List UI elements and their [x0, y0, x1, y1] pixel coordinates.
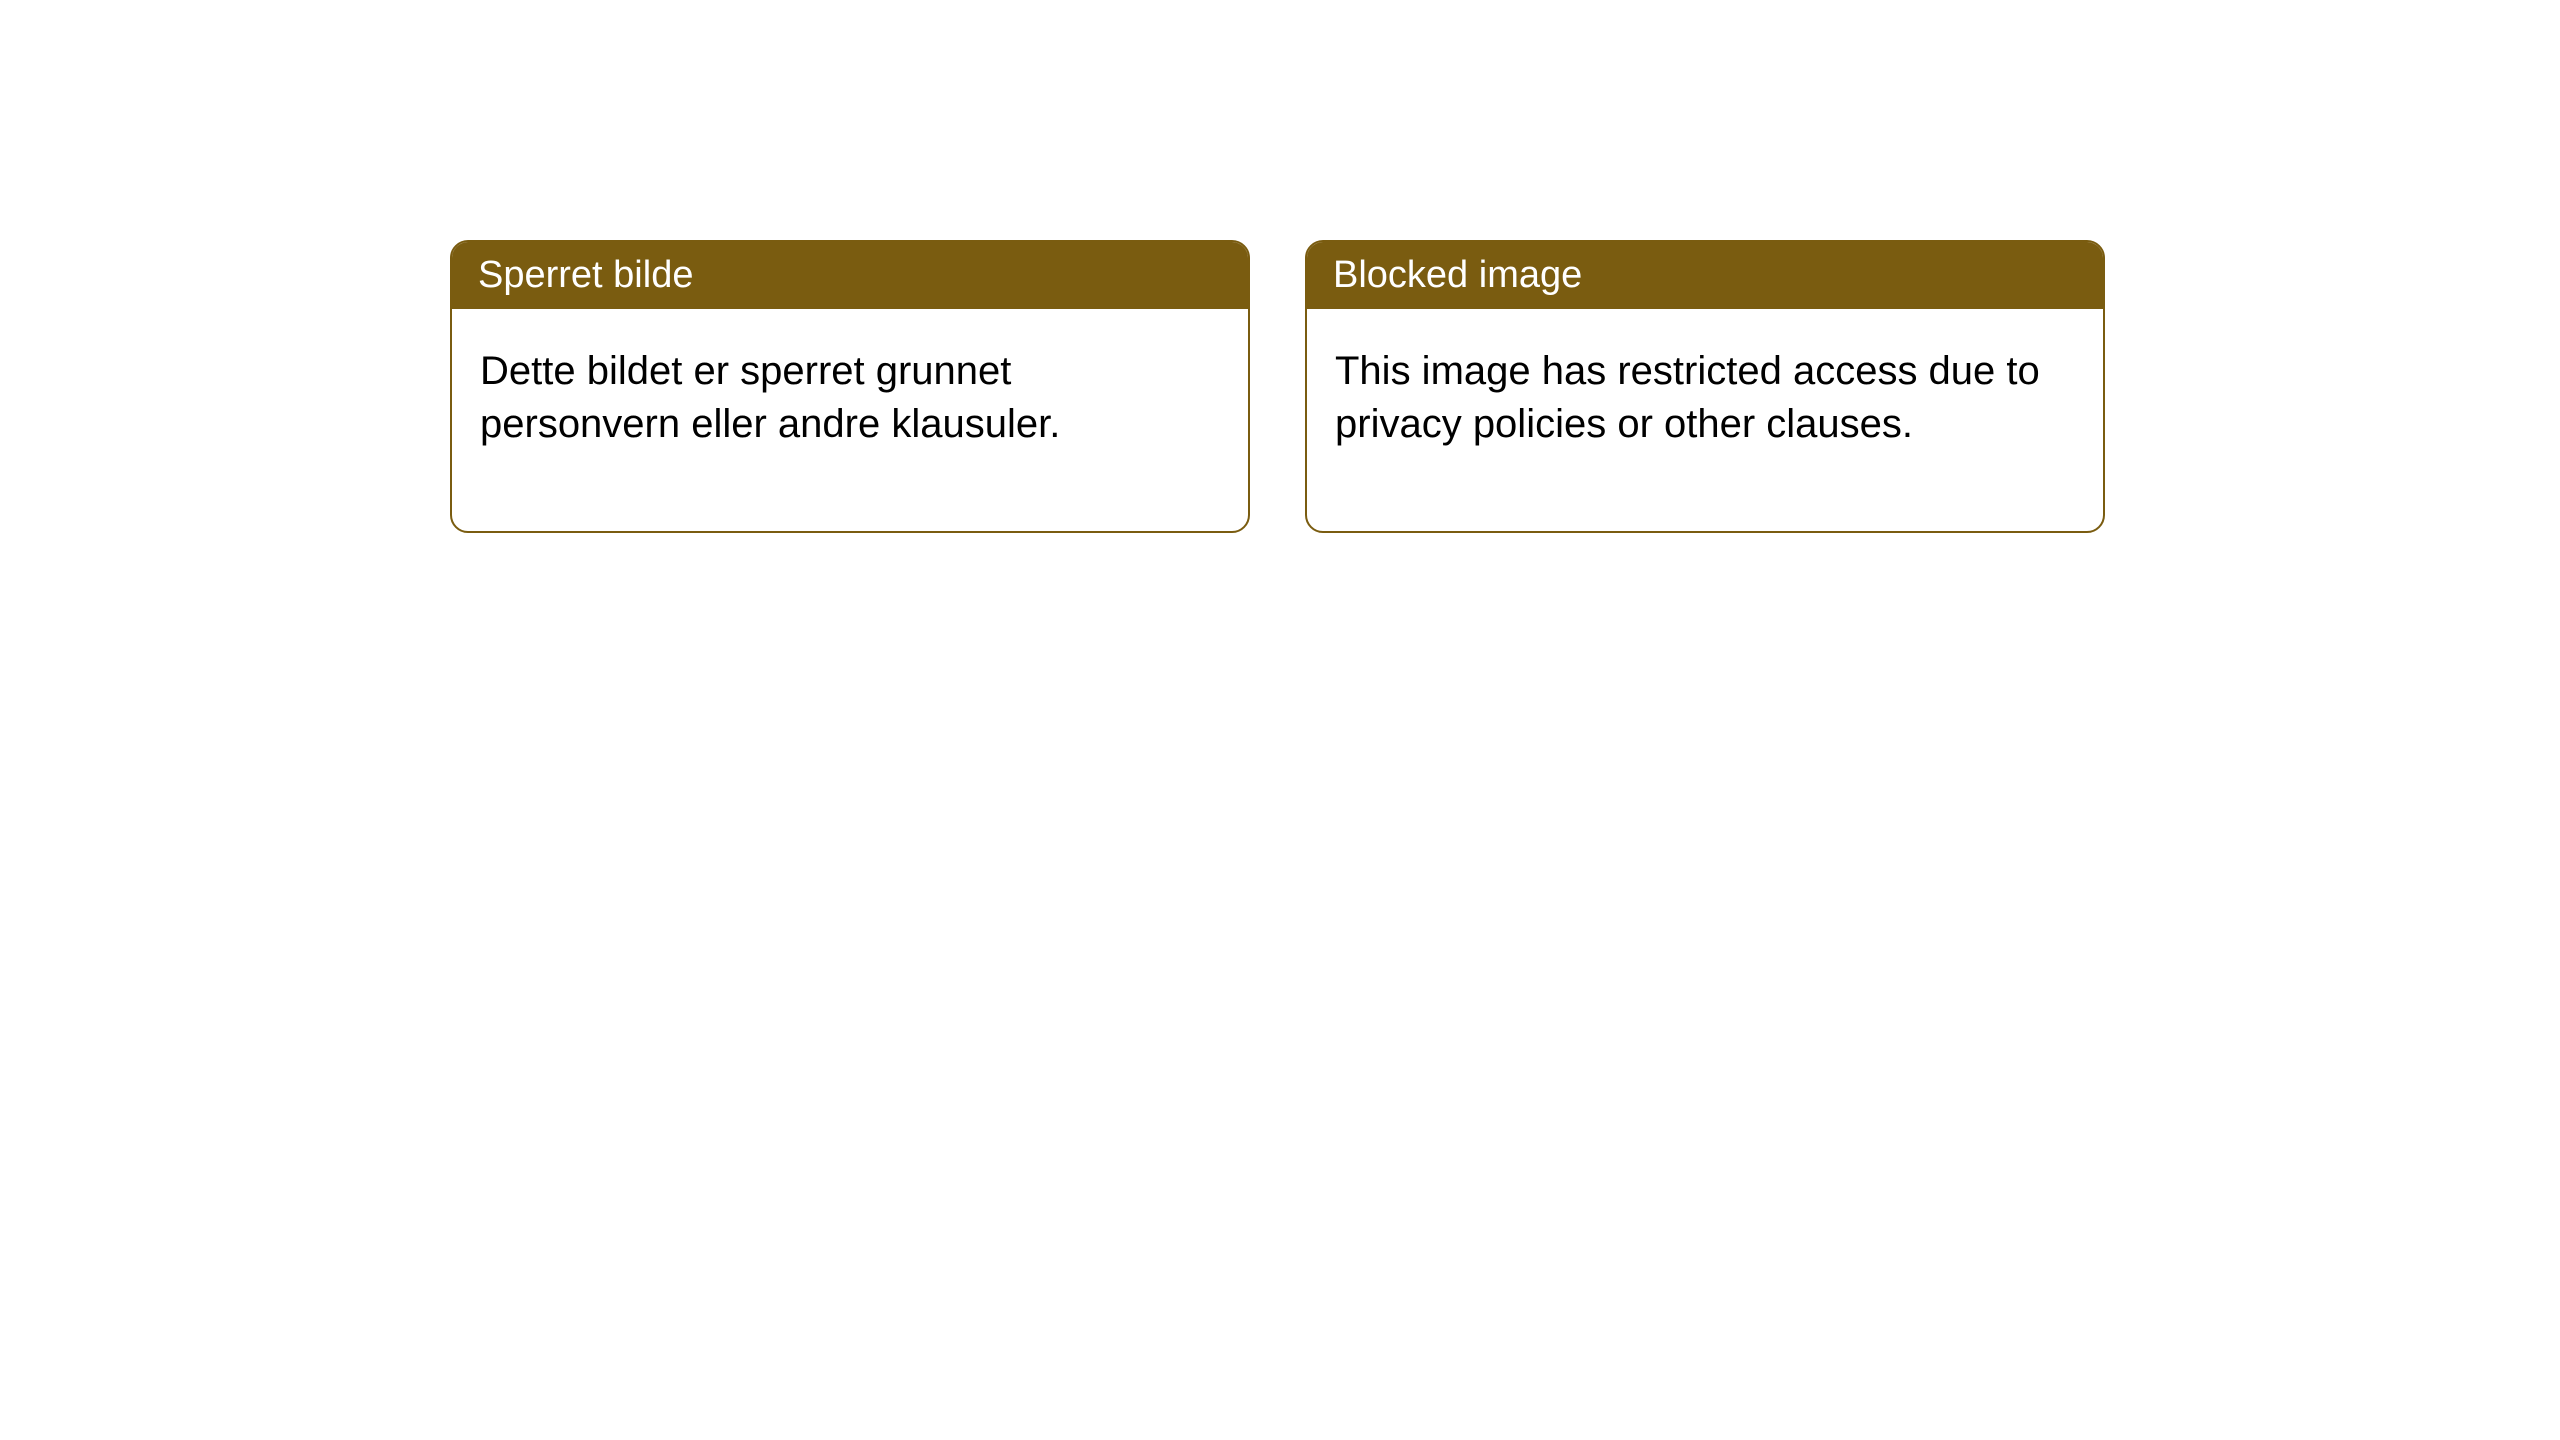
card-body-english: This image has restricted access due to … [1307, 309, 2103, 531]
card-body-norwegian: Dette bildet er sperret grunnet personve… [452, 309, 1248, 531]
notice-card-english: Blocked image This image has restricted … [1305, 240, 2105, 533]
card-header-english: Blocked image [1307, 242, 2103, 309]
card-header-norwegian: Sperret bilde [452, 242, 1248, 309]
notice-card-container: Sperret bilde Dette bildet er sperret gr… [450, 240, 2560, 533]
notice-card-norwegian: Sperret bilde Dette bildet er sperret gr… [450, 240, 1250, 533]
